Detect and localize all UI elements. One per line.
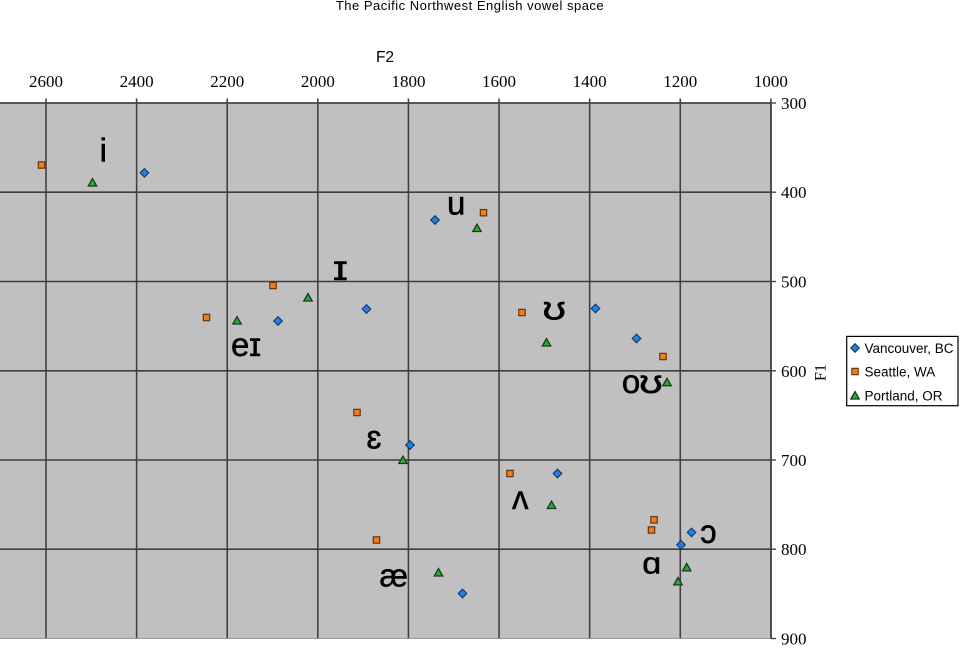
svg-text:ʊ: ʊ	[639, 363, 662, 400]
svg-text:eɪ: eɪ	[231, 326, 261, 363]
svg-text:ɪ: ɪ	[333, 249, 348, 288]
svg-text:Vancouver, BC: Vancouver, BC	[865, 341, 954, 356]
svg-text:600: 600	[781, 362, 807, 381]
svg-text:o: o	[622, 363, 640, 400]
svg-text:1400: 1400	[573, 72, 607, 91]
svg-text:500: 500	[781, 273, 807, 292]
svg-text:1000: 1000	[754, 72, 788, 91]
svg-text:2000: 2000	[301, 72, 335, 91]
svg-text:ʊ: ʊ	[542, 289, 565, 326]
svg-text:Portland, OR: Portland, OR	[865, 389, 943, 404]
svg-text:700: 700	[781, 451, 807, 470]
svg-text:Seattle, WA: Seattle, WA	[865, 365, 936, 380]
svg-text:i: i	[100, 132, 107, 169]
svg-text:The Pacific Northwest English: The Pacific Northwest English vowel spac…	[336, 0, 604, 13]
svg-text:u: u	[447, 185, 465, 222]
svg-text:1600: 1600	[482, 72, 516, 91]
svg-text:400: 400	[781, 183, 807, 202]
svg-text:F1: F1	[813, 364, 830, 381]
svg-text:ɛ: ɛ	[366, 419, 381, 456]
svg-text:1200: 1200	[663, 72, 697, 91]
svg-text:2200: 2200	[210, 72, 244, 91]
svg-text:ʌ: ʌ	[512, 479, 529, 516]
svg-text:800: 800	[781, 540, 807, 559]
svg-text:ɑ: ɑ	[642, 546, 661, 580]
svg-text:300: 300	[781, 94, 807, 113]
svg-text:æ: æ	[379, 558, 407, 594]
svg-text:1800: 1800	[391, 72, 425, 91]
svg-text:F2: F2	[376, 49, 394, 66]
svg-text:2600: 2600	[29, 72, 63, 91]
svg-text:900: 900	[781, 630, 807, 646]
svg-text:2400: 2400	[120, 72, 154, 91]
svg-text:ɔ: ɔ	[700, 513, 717, 550]
